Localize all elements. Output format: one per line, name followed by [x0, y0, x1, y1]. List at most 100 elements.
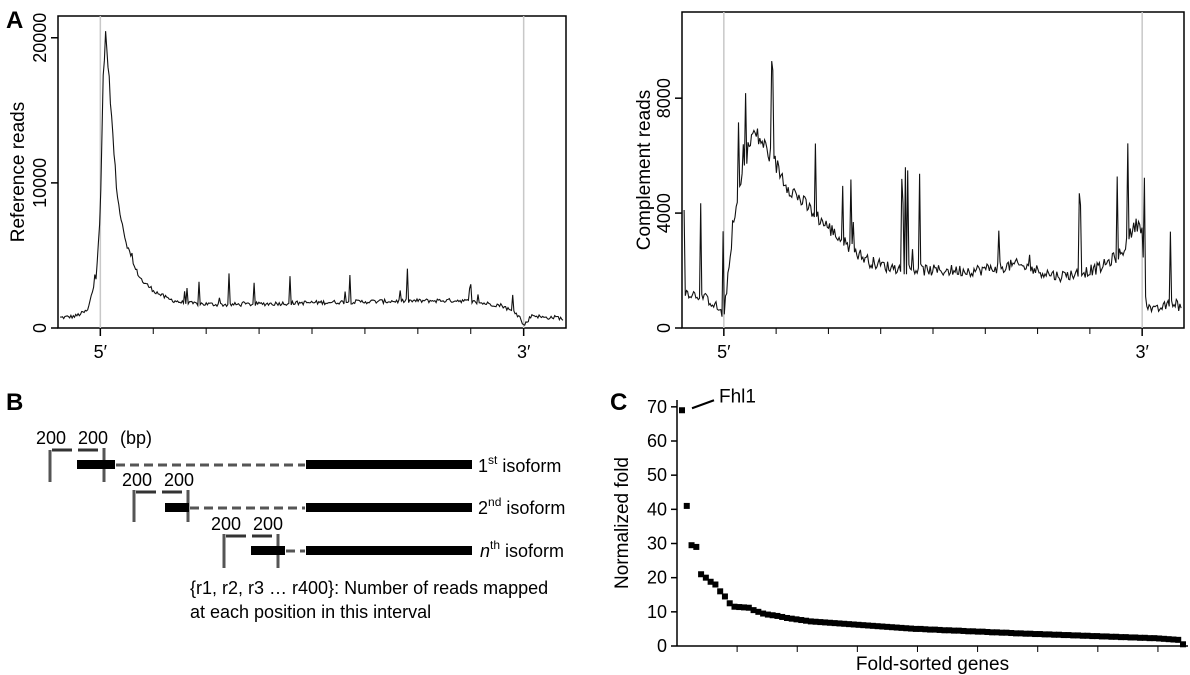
gene-point: [831, 620, 838, 627]
gene-point: [1051, 631, 1058, 638]
panel-letter-c: C: [610, 389, 627, 416]
gene-point: [1032, 631, 1039, 638]
gene-point: [1046, 631, 1053, 638]
gene-point: [750, 607, 757, 614]
exon-n-first: [251, 546, 285, 555]
interval-caption-line1: {r1, r2, r3 … r400}: Number of reads map…: [190, 578, 548, 598]
gene-point: [1070, 632, 1077, 639]
gene-point: [1060, 632, 1067, 639]
fold-y-tick-label: 50: [647, 465, 667, 485]
normalized-fold-chart: 0 10 20 30 40 50 60 70 Normalized fold Fold-sorte…: [612, 386, 1188, 675]
gene-point: [1165, 636, 1172, 643]
gene-point: [793, 616, 800, 623]
gene-point: [984, 628, 991, 635]
gene-point: [927, 626, 934, 633]
gene-point: [683, 502, 690, 509]
gene-point: [936, 626, 943, 633]
gene-point: [731, 603, 738, 610]
gene-point: [717, 588, 724, 595]
gene-point: [869, 622, 876, 629]
fhl1-annotation-label: Fhl1: [719, 386, 756, 407]
fold-y-tick-label: 60: [647, 431, 667, 451]
gene-point: [874, 623, 881, 630]
gene-point: [788, 615, 795, 622]
gene-point: [1013, 630, 1019, 637]
ref-plot-frame: [57, 15, 567, 329]
gene-point: [1175, 636, 1182, 643]
gene-point: [998, 629, 1005, 636]
exon-1-first: [77, 460, 115, 469]
gene-point: [1156, 635, 1163, 642]
gene-point: [1141, 634, 1148, 641]
gene-point: [1084, 632, 1091, 639]
gene-point: [1041, 631, 1048, 638]
comp-y-tick-label: 8000: [654, 78, 674, 118]
gene-point: [865, 622, 872, 629]
gene-point: [769, 612, 776, 619]
bp-label-1b: 200: [78, 428, 108, 448]
gene-point: [908, 625, 915, 632]
gene-point: [917, 625, 924, 632]
fold-y-tick-label: 70: [647, 397, 667, 417]
gene-point: [1170, 636, 1177, 643]
gene-point: [1089, 633, 1096, 640]
gene-point: [1079, 632, 1086, 639]
exon-2-first: [165, 503, 189, 512]
comp-y-tick-label: 0: [654, 323, 674, 333]
ref-y-tick-label: 0: [30, 323, 50, 333]
gene-point: [798, 617, 805, 624]
gene-point: [1117, 634, 1124, 641]
gene-point: [726, 600, 733, 607]
gene-point: [1113, 633, 1120, 640]
reference-reads-chart: 5′ 3′ 0 10000 20000 Reference reads: [8, 13, 567, 362]
exon-1-last: [306, 460, 472, 469]
gene-point: [807, 618, 814, 625]
gene-point: [993, 629, 1000, 636]
fold-y-tick-label: 10: [647, 602, 667, 622]
bp-label-2a: 200: [122, 470, 152, 490]
bp-label-3a: 200: [211, 514, 241, 534]
gene-point: [783, 614, 790, 621]
gene-point: [688, 542, 695, 549]
gene-point: [1146, 635, 1153, 642]
gene-point: [774, 612, 781, 619]
gene-point: [846, 621, 852, 628]
bp-label-3b: 200: [253, 514, 283, 534]
gene-point: [1103, 633, 1110, 640]
gene-point: [1094, 633, 1101, 640]
gene-point: [931, 626, 938, 633]
panel-letter-b: B: [6, 389, 23, 416]
gene-point: [707, 578, 714, 585]
gene-point: [989, 629, 996, 636]
gene-point: [955, 627, 962, 634]
gene-point: [946, 627, 953, 634]
gene-point: [1017, 630, 1024, 637]
gene-point: [974, 628, 981, 635]
gene-point: [764, 611, 771, 618]
gene-point: [760, 610, 767, 617]
panel-letter-a: A: [6, 7, 23, 34]
gene-point: [879, 623, 886, 630]
gene-point: [855, 621, 862, 628]
gene-point: [860, 622, 867, 629]
gene-point: [712, 581, 719, 588]
gene-point: [1036, 631, 1043, 638]
bp-unit-label: (bp): [120, 428, 152, 448]
gene-point: [1003, 629, 1010, 636]
gene-point: [1122, 634, 1129, 641]
exon-n-last: [306, 546, 472, 555]
gene-point: [950, 627, 957, 634]
gene-point: [1065, 632, 1072, 639]
gene-point: [1160, 635, 1167, 642]
gene-point: [721, 593, 728, 600]
gene-point: [1098, 633, 1105, 640]
isoform-label-2: 2nd isoform: [478, 495, 565, 518]
gene-point: [702, 574, 709, 581]
bp-label-2b: 200: [164, 470, 194, 490]
comp-y-axis-label: Complement reads: [634, 90, 655, 251]
gene-point: [1151, 635, 1158, 642]
gene-point: [884, 623, 891, 630]
gene-point: [822, 619, 829, 626]
